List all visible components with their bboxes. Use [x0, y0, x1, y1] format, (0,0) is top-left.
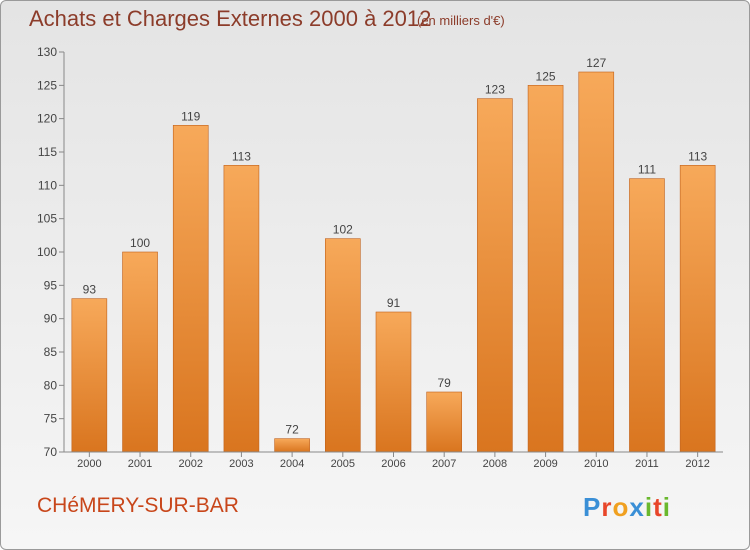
y-tick-label: 100 — [37, 245, 57, 259]
bar-value-label: 91 — [387, 296, 401, 310]
x-tick-label: 2006 — [381, 458, 405, 470]
bar-value-label: 119 — [181, 109, 200, 123]
x-tick-label: 2011 — [635, 458, 659, 470]
bar-value-label: 72 — [285, 423, 299, 437]
x-tick-label: 2004 — [280, 458, 304, 470]
y-tick-label: 110 — [38, 178, 57, 192]
bar — [679, 165, 716, 453]
x-tick-label: 2001 — [128, 458, 152, 470]
x-tick-label: 2009 — [533, 458, 557, 470]
logo-letter: r — [601, 492, 613, 522]
y-tick-label: 70 — [44, 445, 58, 459]
chart-unit-label: (en milliers d'€) — [417, 13, 505, 28]
bar-value-label: 113 — [688, 149, 707, 163]
bar-value-label: 125 — [536, 69, 556, 83]
x-tick-label: 2010 — [584, 458, 608, 470]
y-tick-label: 90 — [44, 312, 58, 326]
y-tick-label: 80 — [44, 378, 58, 392]
bar-value-label: 113 — [232, 149, 251, 163]
bar-value-label: 100 — [130, 236, 150, 250]
bar-value-label: 79 — [438, 376, 452, 390]
bar-value-label: 123 — [485, 83, 505, 97]
y-tick-label: 125 — [37, 78, 57, 92]
bar — [527, 85, 564, 453]
y-axis: 70 75 80 85 90 95 100 105 110 115 120 125 130 — [37, 45, 65, 459]
x-tick-label: 2005 — [331, 458, 355, 470]
bar — [325, 238, 361, 453]
logo-letter: P — [583, 492, 602, 522]
x-tick-label: 2000 — [77, 458, 101, 470]
logo-letter: x — [629, 492, 645, 522]
logo-letter: t — [653, 492, 663, 522]
bar — [629, 178, 665, 453]
x-axis: 2000 2001 2002 2003 2004 2005 2006 2007 2008 2009… — [64, 451, 723, 470]
y-tick-label: 130 — [37, 45, 57, 59]
bar — [71, 298, 108, 453]
y-tick-label: 85 — [44, 345, 58, 359]
x-tick-label: 2012 — [685, 458, 709, 470]
x-tick-label: 2003 — [229, 458, 253, 470]
bar-value-label: 102 — [333, 223, 353, 237]
y-tick-label: 95 — [44, 278, 58, 292]
logo-letter: o — [612, 492, 630, 522]
bar-value-label: 127 — [586, 56, 606, 70]
bar — [578, 71, 615, 453]
bar — [223, 165, 260, 453]
logo-letter: i — [662, 492, 671, 522]
bar — [477, 98, 513, 453]
bar — [375, 311, 412, 453]
bar — [426, 391, 462, 453]
bar — [172, 125, 209, 453]
town-name: CHéMERY-SUR-BAR — [37, 494, 239, 517]
y-tick-label: 120 — [37, 112, 57, 126]
x-tick-label: 2008 — [483, 458, 507, 470]
logo-letter: i — [644, 492, 654, 522]
y-tick-label: 75 — [44, 412, 58, 426]
bars-group: 93 100 119 113 72 102 91 79 123 125 127 111 113 — [71, 56, 716, 453]
bar — [122, 251, 158, 453]
bar-value-label: 111 — [638, 163, 657, 177]
bar-value-label: 93 — [83, 283, 97, 297]
proxiti-logo: Proxiti — [583, 492, 671, 523]
x-tick-label: 2002 — [178, 458, 202, 470]
y-tick-label: 115 — [38, 145, 57, 159]
x-tick-label: 2007 — [432, 458, 456, 470]
y-tick-label: 105 — [37, 212, 57, 226]
chart-title: Achats et Charges Externes 2000 à 2012 — [29, 6, 432, 31]
bar — [274, 438, 310, 453]
